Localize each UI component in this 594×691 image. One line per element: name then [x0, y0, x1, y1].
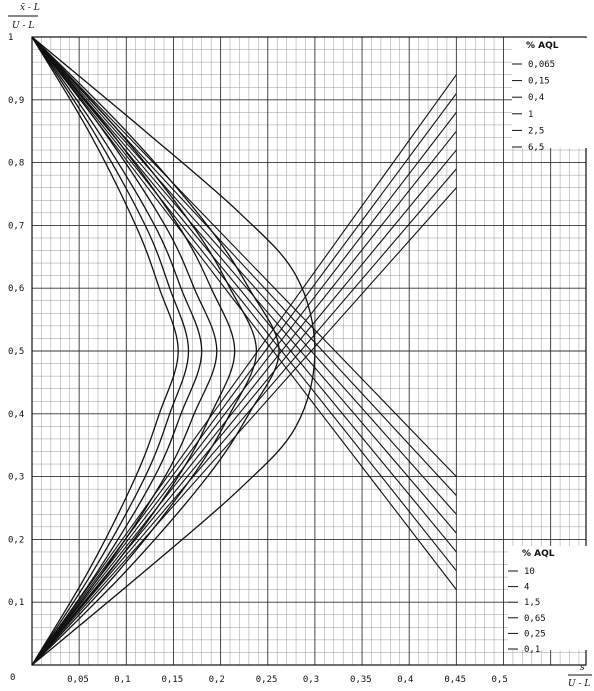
x-tick-label: 0,3	[303, 675, 319, 685]
bottom-legend-entry: 0,25	[524, 629, 546, 639]
y-tick-label: 0,7	[8, 221, 24, 231]
x-tick-label: 0,35	[350, 675, 372, 685]
top-legend-entry: 1	[528, 110, 533, 120]
plot-border	[31, 36, 587, 666]
descending-line-6-5	[31, 36, 457, 496]
ascending-line-1	[31, 130, 457, 666]
curve-10	[31, 36, 280, 666]
bottom-legend-background	[508, 546, 594, 650]
x-origin-label: 0	[10, 673, 15, 683]
x-tick-label: 0,45	[444, 675, 466, 685]
ascending-line-6-5	[31, 168, 457, 666]
top-legend-entry: 2,5	[528, 126, 544, 136]
bottom-legend-entry: 10	[524, 567, 535, 577]
bottom-legend-entry: 0,65	[524, 614, 546, 624]
descending-line-0-065	[31, 36, 457, 590]
y-tick-label: 0,1	[8, 598, 24, 608]
x-tick-label: 0,05	[67, 675, 89, 685]
y-tick-label: 0,6	[8, 284, 24, 294]
x-tick-label: 0,1	[114, 675, 130, 685]
y-tick-label: 0,9	[8, 96, 24, 106]
y-tick-label: 0,2	[8, 535, 24, 545]
descending-line-0-15	[31, 36, 457, 572]
bottom-legend-entry: 4	[524, 583, 529, 593]
curve-0-065	[31, 36, 179, 666]
y-tick-label: 0,3	[8, 473, 24, 483]
legends: % AQL 0,065 0,15 0,4 1 2,5 6,5 % AQL 10 4 1,5 0,65 0…	[508, 38, 594, 655]
ticks: 0,05 0,1 0,15 0,2 0,25 0,3 0,35 0,4 0,45 0,5 0,1 0,…	[8, 33, 508, 685]
top-legend-entry: 0,065	[528, 60, 555, 70]
bottom-legend-entry: 0,1	[524, 645, 540, 655]
descending-line-2-5	[31, 36, 457, 515]
xlabel-denominator: U - L	[568, 679, 590, 689]
ascending-line-0-065	[31, 74, 457, 666]
curve-outer	[31, 36, 316, 666]
top-legend-entry: 0,15	[528, 77, 550, 87]
y-tick-label: 0,4	[8, 410, 24, 420]
descending-line-0-4	[31, 36, 457, 553]
y-tick-label: 1	[8, 33, 13, 43]
x-tick-label: 0,2	[209, 675, 225, 685]
x-tick-label: 0,15	[161, 675, 183, 685]
bottom-legend-entry: 1,5	[524, 598, 540, 608]
ascending-line-10	[31, 187, 457, 666]
ylabel-numerator: x̄ - L	[20, 3, 40, 13]
x-tick-label: 0,25	[256, 675, 278, 685]
ascending-line-2-5	[31, 149, 457, 666]
top-legend-entry: 6,5	[528, 143, 544, 153]
descending-line-1	[31, 36, 457, 534]
y-tick-label: 0,5	[8, 347, 24, 357]
curve-0-15	[31, 36, 190, 666]
ascending-line-0-4	[31, 112, 457, 666]
grid-major	[31, 36, 587, 666]
x-tick-label: 0,5	[492, 675, 508, 685]
top-legend-title: % AQL	[526, 41, 559, 51]
x-tick-label: 0,4	[397, 675, 413, 685]
curve-0-4	[31, 36, 203, 666]
xlabel-numerator: s	[580, 663, 585, 673]
curve-1	[31, 36, 218, 666]
lines	[31, 36, 457, 666]
top-legend-entry: 0,4	[528, 93, 544, 103]
descending-line-10	[31, 36, 457, 477]
ascending-line-0-15	[31, 93, 457, 666]
top-legend-background	[512, 38, 594, 148]
ylabel-denominator: U - L	[12, 21, 34, 31]
y-tick-label: 0,8	[8, 159, 24, 169]
bottom-legend-title: % AQL	[522, 549, 555, 559]
curve-6-5	[31, 36, 258, 666]
